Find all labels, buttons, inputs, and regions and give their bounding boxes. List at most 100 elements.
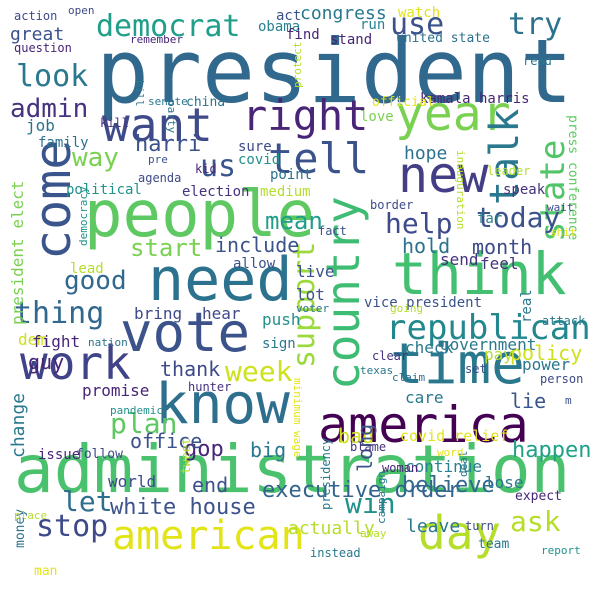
word-end: end	[192, 473, 229, 497]
word-question: question	[14, 41, 72, 55]
word-m: m	[565, 394, 572, 407]
word-time: time	[390, 332, 525, 397]
word-expect: expect	[515, 489, 562, 504]
word-work: work	[20, 336, 131, 390]
word-include: include	[215, 233, 300, 257]
word-run: run	[360, 17, 386, 33]
word-place: place	[14, 509, 48, 522]
word-look: look	[16, 59, 89, 94]
word-act: act	[276, 8, 302, 24]
word-american: american	[112, 513, 305, 559]
word-medium: medium	[260, 184, 311, 200]
word-kid: kid	[195, 162, 217, 176]
word-action: action	[14, 9, 58, 23]
word-report: report	[541, 544, 581, 557]
word-speak: speak	[503, 182, 546, 198]
word-good: good	[64, 266, 127, 296]
word-today: today	[476, 201, 561, 234]
word-instead: instead	[310, 546, 361, 560]
word-vote: vote	[120, 301, 251, 364]
word-right: right	[242, 91, 369, 140]
word-want: want	[102, 98, 213, 152]
word-lot: lot	[296, 285, 325, 304]
word-tell: tell	[268, 134, 370, 183]
word-turn: turn	[465, 519, 494, 533]
word-happen: happen	[512, 438, 590, 463]
word-dem: dem	[18, 330, 47, 349]
word-government: government	[440, 335, 537, 354]
word-month: month	[472, 235, 533, 259]
word-actually: actually	[288, 518, 375, 539]
word-come: come	[24, 139, 82, 260]
word-away: away	[360, 527, 387, 540]
word-push: push	[262, 310, 301, 329]
word-hold: hold	[402, 234, 451, 258]
word-stand: stand	[330, 32, 373, 48]
word-policy: policy	[510, 341, 583, 365]
word-bill: bill	[133, 80, 146, 107]
word-lose: lose	[485, 473, 524, 492]
word-protect: protect	[291, 41, 304, 88]
word-real: real	[519, 289, 535, 323]
word-nation: nation	[88, 336, 128, 349]
word-kill: kill	[100, 116, 129, 130]
word-senate: senate	[148, 95, 188, 108]
word-vice-president: vice president	[364, 295, 483, 311]
word-covid: covid	[238, 152, 281, 168]
word-hunter: hunter	[188, 380, 232, 394]
word-harri: harri	[135, 132, 202, 157]
word-care: care	[405, 388, 444, 407]
word-administration: administration	[14, 431, 571, 508]
word-presidency: presidency	[319, 437, 333, 510]
word-open: open	[68, 4, 95, 17]
word-border: border	[370, 198, 414, 212]
word-try: try	[508, 7, 563, 42]
word-agenda: agenda	[138, 171, 182, 185]
word-democracy: democracy	[77, 186, 90, 246]
word-fight: fight	[32, 332, 81, 351]
word-woman: woman	[382, 461, 419, 475]
word-help: help	[385, 207, 453, 240]
word-job: job	[26, 116, 55, 135]
word-live: live	[296, 262, 335, 281]
word-voter: voter	[296, 302, 330, 315]
word-world: world	[108, 472, 157, 491]
word-fact: fact	[318, 224, 347, 238]
word-need: need	[148, 245, 293, 315]
word-pre: pre	[148, 153, 168, 166]
word-tweet: tweet	[179, 437, 193, 474]
word-feel: feel	[480, 254, 519, 273]
word-pandemic: pandemic	[110, 404, 163, 417]
word-guy: guy	[28, 350, 65, 374]
word-send: send	[440, 250, 479, 269]
word-republican: republican	[386, 308, 590, 348]
word-way: way	[72, 143, 119, 173]
word-wait: wait	[547, 201, 574, 214]
word-bring: bring	[134, 304, 183, 323]
word-allow: allow	[233, 256, 276, 272]
word-texas: texas	[360, 364, 394, 377]
word-president-elect: president elect	[8, 180, 27, 326]
word-hear: hear	[202, 304, 241, 323]
word-admin: admin	[10, 94, 89, 124]
word-find: find	[286, 27, 320, 43]
word-blame: blame	[350, 440, 387, 454]
word-president: president	[96, 20, 573, 123]
word-follow: follow	[76, 447, 123, 462]
word-america: america	[318, 396, 529, 454]
word-congress: congress	[300, 3, 387, 24]
word-watch: watch	[398, 5, 441, 21]
word-political: political	[66, 182, 142, 198]
word-clear: clear	[372, 349, 409, 363]
word-thing: thing	[14, 296, 105, 331]
word-minimum-wage: minimum wage	[291, 378, 304, 458]
word-word: word	[437, 446, 464, 459]
word-far: far	[477, 211, 503, 227]
word-person: person	[540, 372, 584, 386]
word-point: point	[270, 167, 313, 183]
word-ask: ask	[510, 505, 561, 538]
word-going: going	[390, 302, 424, 315]
word-lead: lead	[70, 261, 104, 277]
word-plan: plan	[110, 407, 178, 440]
